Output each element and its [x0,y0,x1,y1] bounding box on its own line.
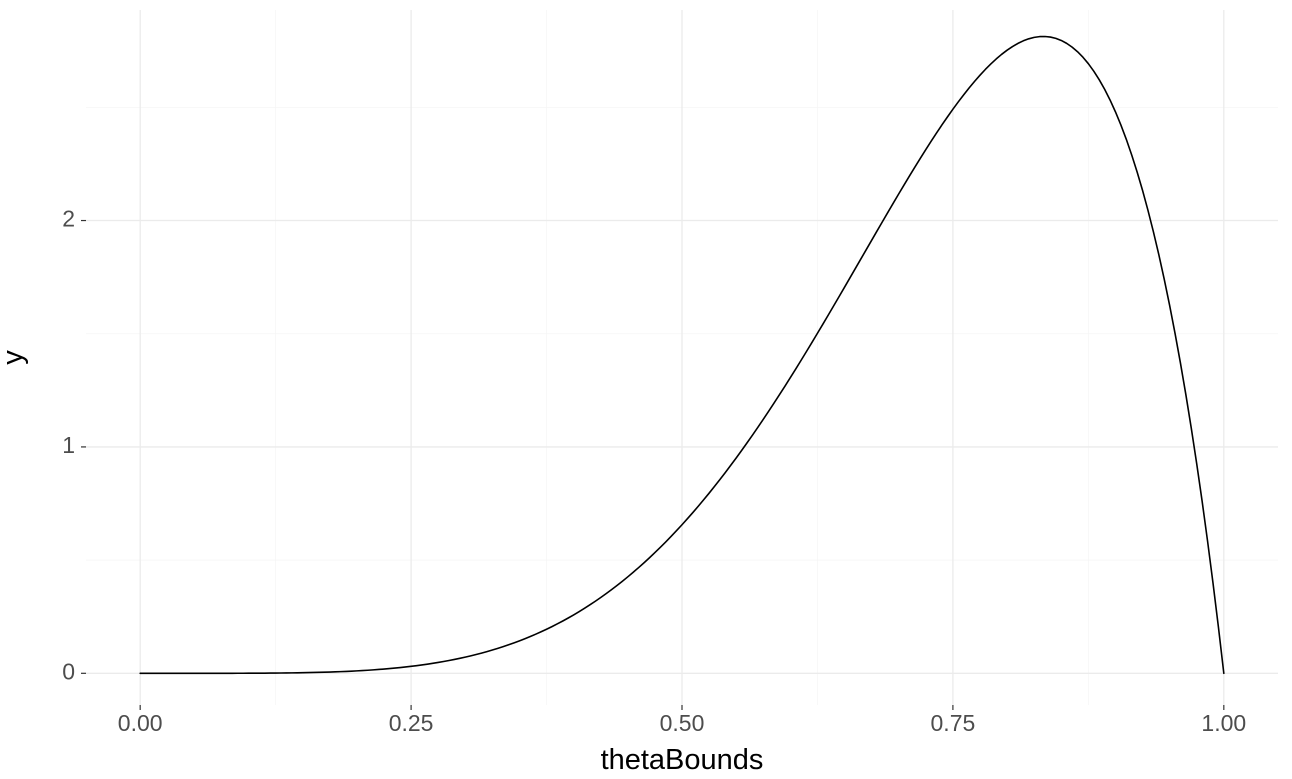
chart-container: 0.00 0.25 0.50 0.75 1.00 0 1 2 thetaBounds y [0,0,1292,779]
x-tick-label: 0.50 [660,710,705,736]
x-tick-label: 0.00 [118,710,163,736]
x-tick-label: 1.00 [1201,710,1246,736]
y-tick-label: 0 [62,658,75,684]
line-chart: 0.00 0.25 0.50 0.75 1.00 0 1 2 thetaBounds y [0,0,1292,779]
y-tick-label: 1 [62,432,75,458]
x-axis-title: thetaBounds [601,744,764,776]
x-tick-label: 0.25 [389,710,434,736]
y-tick-label: 2 [62,206,75,232]
x-tick-label: 0.75 [931,710,976,736]
y-axis-title: y [0,350,29,365]
